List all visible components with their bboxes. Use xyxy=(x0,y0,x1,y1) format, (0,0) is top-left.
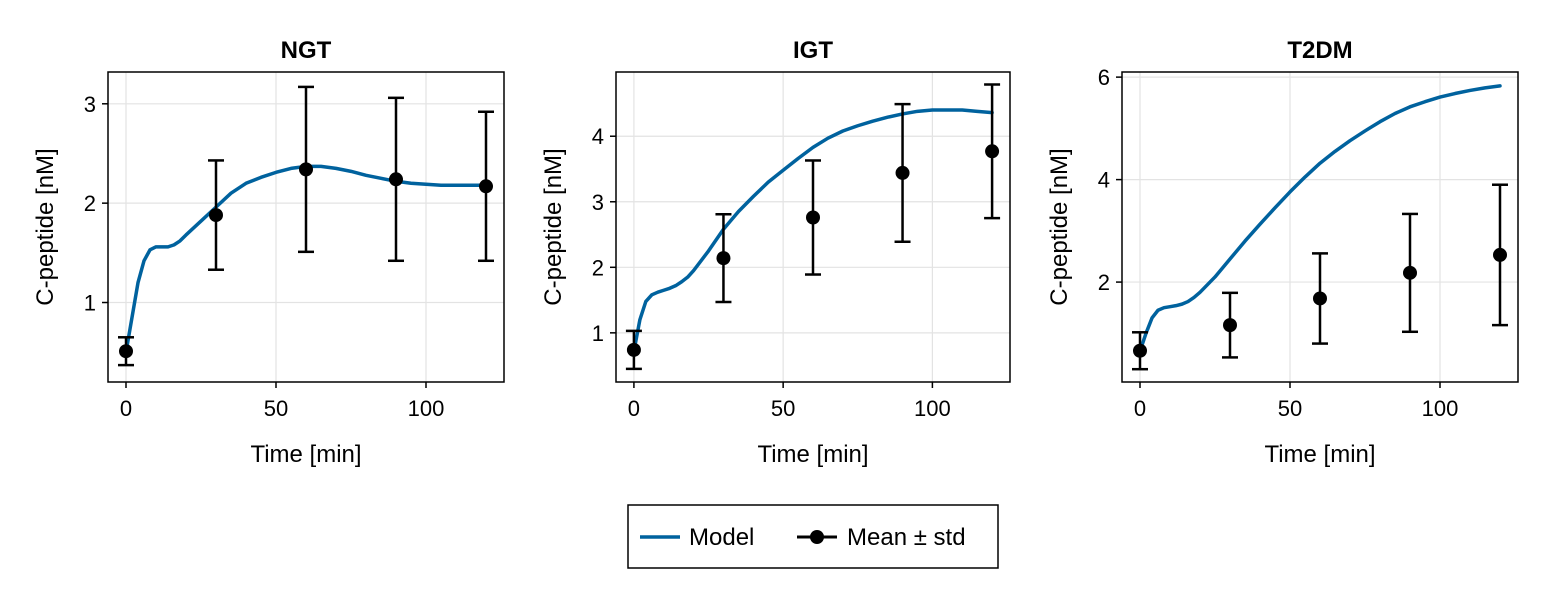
x-tick-label: 100 xyxy=(408,396,445,421)
mean-point xyxy=(1223,318,1237,333)
panel-title: T2DM xyxy=(1287,37,1352,64)
x-tick-label: 50 xyxy=(1278,396,1302,421)
chart-panels: 0 50 100 1 2 3 NGT Time [min] C-peptide [nM] 0 50 1… xyxy=(32,37,1519,468)
x-tick-label: 0 xyxy=(1134,396,1146,421)
mean-point xyxy=(716,251,731,266)
panel-title: NGT xyxy=(281,37,332,64)
model-line xyxy=(1138,84,1502,354)
y-tick-label: 1 xyxy=(84,291,96,316)
x-tick-label: 100 xyxy=(1422,396,1459,421)
mean-point xyxy=(1133,343,1147,358)
mean-point xyxy=(806,210,820,225)
mean-point xyxy=(299,162,313,177)
mean-point xyxy=(479,179,493,194)
y-tick-label: 6 xyxy=(1098,65,1110,90)
mean-point xyxy=(119,344,133,359)
model-line xyxy=(124,164,488,354)
legend-data-swatch-marker xyxy=(810,530,824,544)
y-tick-label: 2 xyxy=(1098,270,1110,295)
x-axis-label: Time [min] xyxy=(757,441,868,468)
mean-point xyxy=(895,165,910,180)
panel-igt: 0 50 100 1 2 3 4 IGT Time [min] C-peptide [nM] xyxy=(540,37,1011,468)
panel-ngt: 0 50 100 1 2 3 NGT Time [min] C-peptide [nM] xyxy=(32,37,505,468)
legend: Model Mean ± std xyxy=(627,504,999,569)
panel-t2dm: 0 50 100 2 4 6 T2DM Time [min] C-peptide [nM] xyxy=(1046,37,1519,468)
y-axis-label: C-peptide [nM] xyxy=(540,148,567,305)
x-tick-label: 0 xyxy=(628,396,640,421)
mean-point xyxy=(1493,247,1507,262)
x-tick-label: 50 xyxy=(771,396,795,421)
y-tick-label: 4 xyxy=(592,124,604,149)
x-tick-label: 50 xyxy=(264,396,288,421)
mean-point xyxy=(209,208,223,223)
y-tick-label: 3 xyxy=(592,190,604,215)
legend-data-label: Mean ± std xyxy=(847,524,966,551)
plot-frame xyxy=(1121,71,1519,383)
y-tick-label: 2 xyxy=(592,255,604,280)
panel-title: IGT xyxy=(793,37,833,64)
y-tick-label: 3 xyxy=(84,92,96,117)
x-tick-label: 0 xyxy=(120,396,132,421)
mean-point xyxy=(1313,291,1327,306)
mean-point xyxy=(985,144,1000,159)
y-axis-label: C-peptide [nM] xyxy=(32,148,59,305)
x-axis-label: Time [min] xyxy=(1264,441,1375,468)
plot-frame xyxy=(107,71,505,383)
legend-model-label: Model xyxy=(689,524,754,551)
y-tick-label: 2 xyxy=(84,191,96,216)
model-line xyxy=(632,108,994,353)
x-axis-label: Time [min] xyxy=(250,441,361,468)
mean-point xyxy=(389,172,403,187)
y-axis-label: C-peptide [nM] xyxy=(1046,148,1073,305)
mean-point xyxy=(1403,265,1417,280)
x-tick-label: 100 xyxy=(914,396,951,421)
y-tick-label: 1 xyxy=(592,321,604,346)
plot-frame xyxy=(615,71,1011,383)
mean-point xyxy=(626,342,641,357)
y-tick-label: 4 xyxy=(1098,168,1110,193)
